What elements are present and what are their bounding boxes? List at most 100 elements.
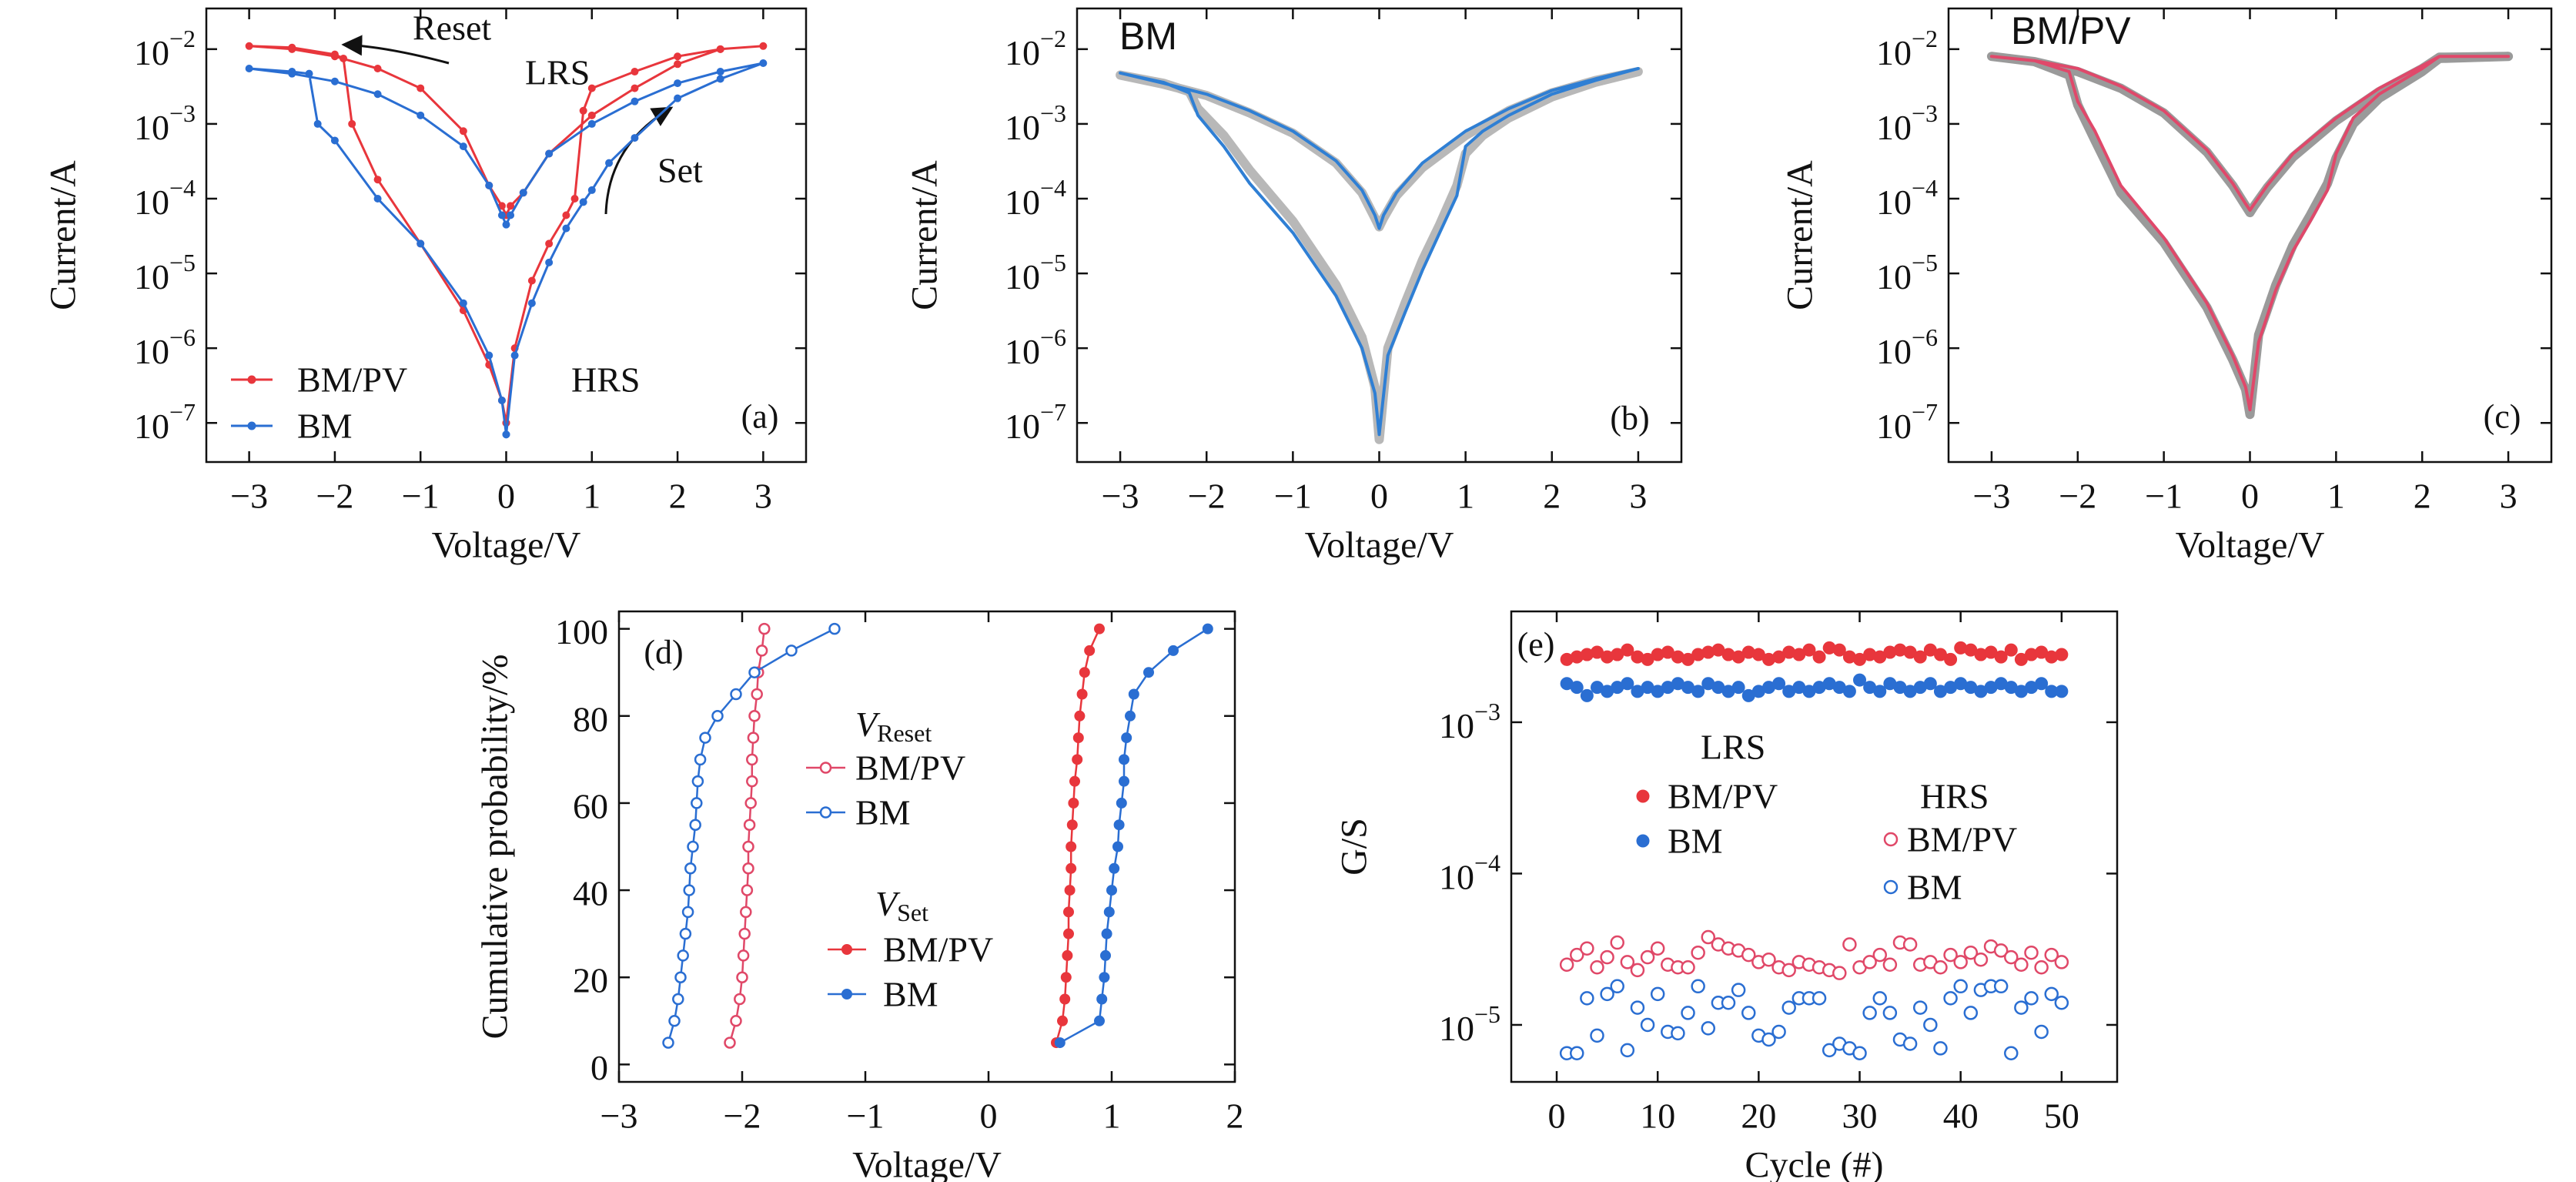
y-tick-label: 10−5 [1439, 1000, 1500, 1048]
marker [716, 45, 724, 53]
marker [1853, 673, 1867, 687]
marker [759, 42, 768, 50]
x-tick-label: 1 [1103, 1097, 1121, 1136]
y-axis-title: Cumulative probability/% [475, 655, 516, 1040]
y-tick-label: 10−5 [134, 249, 196, 296]
x-tick-label: 2 [669, 477, 687, 516]
marker [1852, 1046, 1867, 1060]
marker [699, 732, 711, 744]
x-tick-label: 1 [583, 477, 601, 516]
marker [2004, 1046, 2019, 1060]
marker [1590, 1028, 1604, 1043]
tick-base: 10 [134, 32, 169, 72]
marker [497, 211, 506, 219]
annotation: LRS [525, 53, 590, 92]
marker [1812, 991, 1827, 1006]
marker [545, 239, 554, 248]
y-tick-label: 10−4 [1439, 849, 1500, 896]
marker [1973, 952, 1989, 967]
y-tick-label: 10−3 [1005, 99, 1066, 147]
marker [330, 77, 339, 85]
marker [1943, 991, 1958, 1006]
marker [1066, 862, 1077, 874]
plot-frame [1076, 7, 1683, 464]
marker [1923, 1017, 1938, 1033]
marker [245, 65, 253, 73]
legend-title: LRS [1701, 728, 1765, 767]
marker [1202, 623, 1213, 635]
marker [305, 69, 313, 78]
marker [1621, 643, 1634, 657]
marker [459, 299, 467, 307]
marker [1101, 928, 1112, 939]
marker [691, 775, 704, 788]
marker [1812, 650, 1826, 664]
marker [668, 1015, 681, 1027]
marker [459, 127, 467, 136]
marker [677, 949, 689, 962]
legend-label: BM/PV [1668, 777, 1778, 816]
marker [730, 1015, 742, 1027]
marker [1681, 959, 1695, 975]
marker [2055, 685, 2069, 698]
x-tick-label: −3 [1972, 477, 2010, 516]
marker [1681, 1006, 1695, 1020]
panel-label: (c) [2484, 398, 2521, 436]
x-axis-title: Voltage/V [432, 525, 581, 566]
marker [730, 688, 742, 701]
marker [348, 119, 356, 128]
marker [674, 94, 682, 102]
tick-base: 10 [1005, 407, 1040, 446]
marker [340, 54, 348, 62]
marker [1610, 935, 1624, 950]
marker [1761, 1032, 1776, 1047]
marker [507, 211, 515, 219]
marker [1094, 1015, 1105, 1026]
marker [2024, 991, 2039, 1006]
marker [1072, 754, 1083, 765]
marker [527, 299, 536, 307]
marker [373, 65, 382, 73]
marker [1671, 1026, 1685, 1041]
legend-label: BM/PV [297, 360, 407, 400]
marker [631, 68, 639, 76]
marker [1953, 955, 1968, 969]
marker [1066, 841, 1077, 852]
y-tick-label: 10−6 [134, 323, 196, 371]
marker [587, 111, 596, 119]
marker [373, 90, 382, 99]
x-tick-label: −1 [847, 1097, 885, 1136]
marker [1862, 1006, 1877, 1020]
marker [689, 819, 701, 831]
tick-base: 10 [1005, 332, 1040, 371]
x-tick-label: 2 [2414, 477, 2431, 516]
tick-base: 10 [1005, 32, 1040, 72]
marker [1872, 947, 1888, 963]
marker [1731, 681, 1745, 695]
marker [1084, 645, 1096, 656]
marker [674, 79, 682, 88]
tick-base: 10 [1005, 257, 1040, 296]
marker [507, 202, 515, 210]
marker [1621, 677, 1634, 691]
marker [1570, 681, 1584, 695]
tick-base: 10 [1876, 32, 1912, 72]
tick-exponent: −7 [169, 398, 196, 426]
marker [545, 258, 554, 266]
y-tick-label: 10−4 [1005, 174, 1066, 222]
x-tick-label: 1 [1457, 477, 1474, 516]
marker [755, 645, 768, 657]
marker [2034, 959, 2049, 975]
marker [545, 149, 554, 158]
marker [1701, 1021, 1716, 1036]
marker [1640, 1017, 1655, 1033]
marker [1072, 732, 1084, 744]
marker [751, 688, 763, 701]
marker [1993, 943, 2009, 958]
marker [743, 819, 756, 831]
series-line [1119, 67, 1640, 437]
x-tick-label: −2 [724, 1097, 761, 1136]
marker [1772, 677, 1786, 691]
annotation: HRS [571, 360, 640, 400]
x-tick-label: −2 [316, 477, 353, 516]
